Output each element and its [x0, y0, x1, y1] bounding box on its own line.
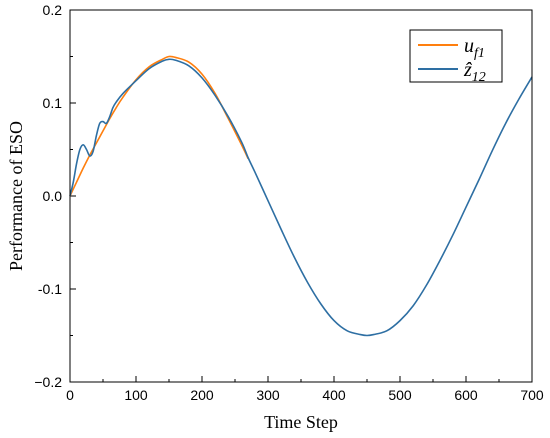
- x-tick-label: 100: [124, 387, 148, 403]
- x-tick-label: 500: [388, 387, 412, 403]
- legend-label-z12-sub: 12: [472, 70, 486, 85]
- x-tick-label: 400: [322, 387, 346, 403]
- y-tick-label: 0.2: [43, 2, 63, 18]
- series-line-u-f1: [69, 55, 249, 197]
- y-tick-label: -0.1: [38, 281, 62, 297]
- series-layer: [69, 55, 533, 337]
- x-tick-label: 700: [520, 387, 544, 403]
- x-tick-label: 600: [454, 387, 478, 403]
- x-axis-label: Time Step: [264, 412, 338, 432]
- y-tick-label: −0.2: [34, 374, 62, 390]
- legend-box: [409, 29, 503, 83]
- y-tick-label: 0.1: [43, 95, 63, 111]
- ticks-layer: 0 100 200 300 400 500 600 700 −0.2 -0.1 0.0 0.1 0.2: [34, 2, 544, 403]
- legend-label-u-f1-sub: f1: [474, 46, 485, 61]
- x-tick-label: 200: [190, 387, 214, 403]
- plot-frame: [69, 9, 533, 383]
- x-tick-label: 0: [66, 387, 74, 403]
- series-line-z12: [69, 58, 533, 337]
- legend-label-u-f1: uf1: [464, 35, 485, 61]
- legend-label-z12-main: ẑ: [463, 59, 472, 81]
- y-tick-label: 0.0: [43, 188, 63, 204]
- legend-label-z12: ẑ12: [463, 59, 486, 85]
- legend-label-u-f1-main: u: [464, 35, 474, 57]
- x-tick-label: 300: [256, 387, 280, 403]
- legend: uf1 ẑ12: [409, 29, 503, 85]
- y-axis-label: Performance of ESO: [6, 121, 26, 271]
